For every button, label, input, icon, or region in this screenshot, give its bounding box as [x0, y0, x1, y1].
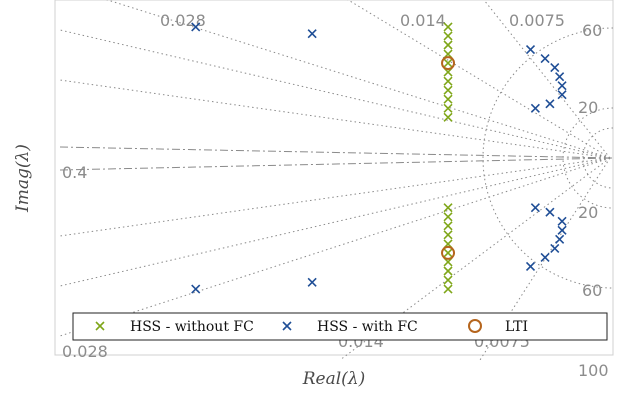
data-point-x: [443, 230, 453, 240]
data-point-x: [545, 207, 555, 217]
data-point-x: [443, 58, 453, 68]
freq-arc: [482, 27, 614, 289]
freq-label: 100: [578, 361, 609, 380]
data-point-x: [191, 284, 201, 294]
data-point-x: [443, 266, 453, 276]
freq-label: 60: [582, 21, 602, 40]
zeta-label: 0.028: [160, 11, 206, 30]
data-point-x: [557, 225, 567, 235]
zeta-label: 0.0075: [509, 11, 565, 30]
data-point-x: [545, 99, 555, 109]
data-point-x: [95, 321, 105, 331]
data-point-x: [443, 85, 453, 95]
data-point-x: [555, 72, 565, 82]
x-axis-label: Real(λ): [302, 369, 365, 389]
data-point-x: [557, 90, 567, 100]
data-point-x: [443, 221, 453, 231]
zeta-line: [347, 0, 611, 159]
data-point-x: [443, 22, 453, 32]
zeta-line: [483, 0, 611, 159]
zeta-label: 0.4: [62, 163, 87, 182]
data-point-x: [307, 277, 317, 287]
data-point-x: [555, 234, 565, 244]
data-point-x: [443, 284, 453, 294]
plot-area: [54, 0, 614, 356]
data-point-x: [550, 63, 560, 73]
legend-label: HSS - with FC: [317, 319, 418, 335]
legend-label: HSS - without FC: [130, 319, 254, 335]
data-point-x: [443, 275, 453, 285]
data-point-x: [557, 81, 567, 91]
y-axis-label: Imag(λ): [13, 144, 33, 213]
data-point-x: [557, 216, 567, 226]
data-point-x: [282, 321, 292, 331]
zeta-label: 0.028: [62, 342, 108, 361]
dash-dot-lines: [59, 146, 614, 171]
freq-label: 20: [578, 203, 598, 222]
dash-dot-line: [59, 157, 614, 171]
data-point-x: [550, 243, 560, 253]
data-point-x: [443, 40, 453, 50]
legend: HSS - without FC HSS - with FC LTI: [72, 312, 608, 341]
legend-label: LTI: [505, 319, 528, 335]
data-point-x: [525, 44, 536, 55]
data-point-x: [443, 76, 453, 86]
data-point-x: [191, 22, 201, 32]
data-point-x: [540, 252, 550, 263]
legend-items: HSS - without FC HSS - with FC LTI: [95, 319, 528, 335]
zeta-line: [106, 0, 611, 159]
data-point-x: [307, 29, 317, 39]
data-point-x: [443, 203, 453, 213]
data-markers: [191, 22, 567, 294]
data-point-x: [530, 203, 540, 213]
data-point-x: [540, 53, 550, 64]
dash-dot-line: [59, 146, 614, 159]
zeta-line: [59, 157, 611, 337]
data-point-x: [525, 261, 536, 272]
data-point-x: [443, 103, 453, 113]
freq-label: 20: [578, 98, 598, 117]
data-point-x: [530, 103, 540, 113]
data-point-o: [441, 56, 456, 71]
data-point-x: [443, 31, 453, 41]
freq-label: 60: [582, 281, 602, 300]
data-point-o: [468, 319, 482, 333]
legend-box: [72, 312, 608, 341]
data-point-x: [443, 212, 453, 222]
data-point-x: [443, 112, 453, 122]
data-point-x: [443, 94, 453, 104]
data-point-o: [441, 245, 456, 260]
zeta-label: 0.014: [400, 11, 446, 30]
data-point-x: [443, 248, 453, 258]
freq-arc: [582, 127, 614, 189]
grid-lines: [59, 0, 614, 361]
